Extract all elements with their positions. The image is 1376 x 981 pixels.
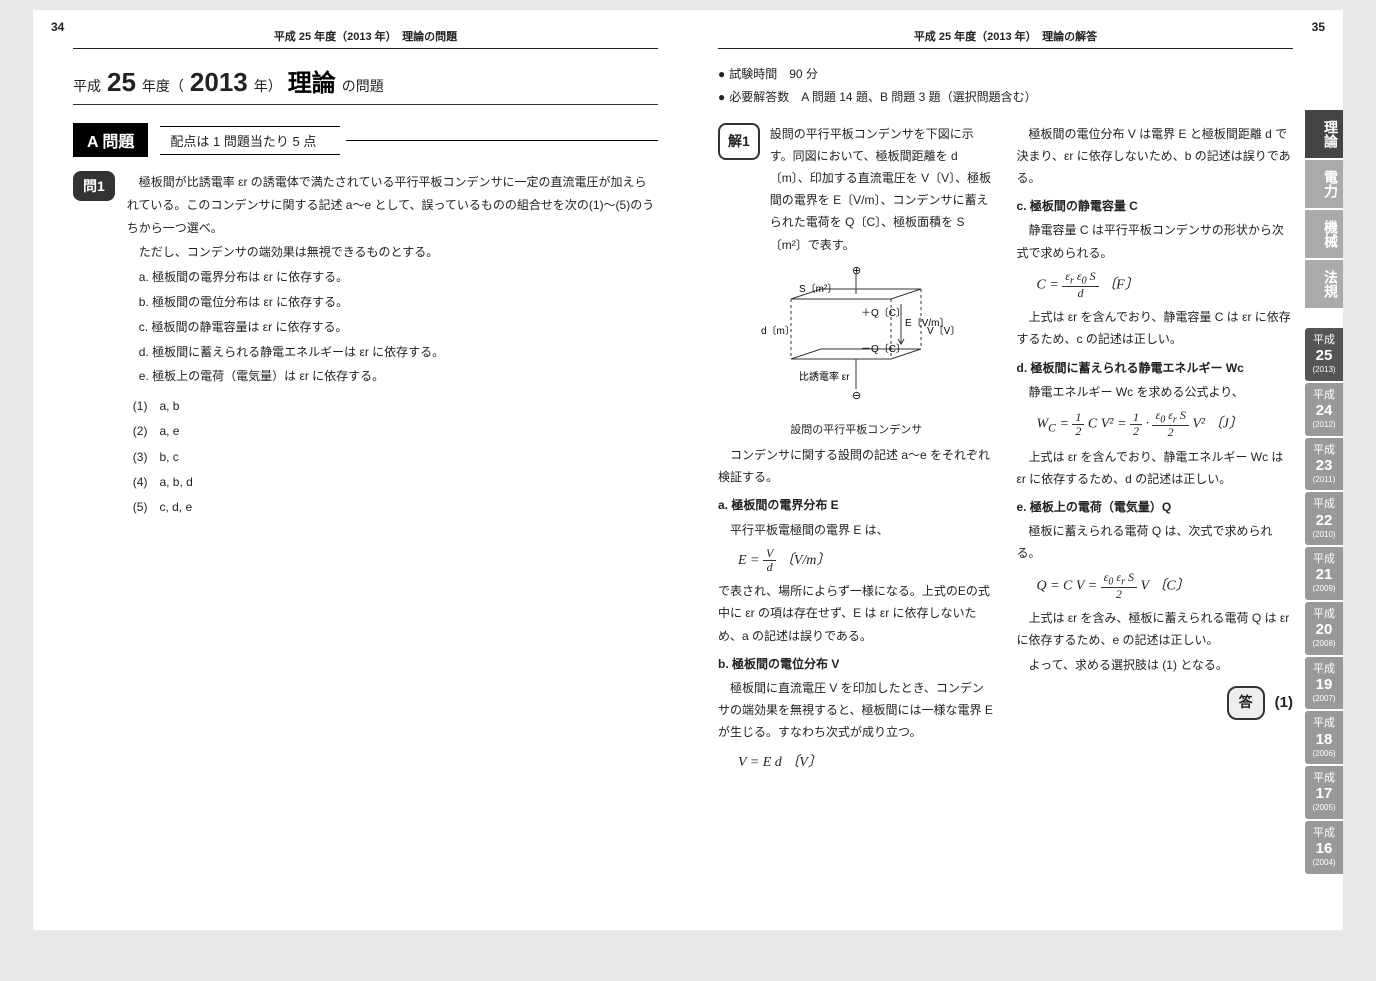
title-bar: 平成 25 年度（ 2013 年） 理論 の問題 xyxy=(73,63,658,105)
ans1-pb: 極板間に直流電圧 V を印加したとき、コンデンサの端効果を無視すると、極板間には… xyxy=(718,677,995,744)
answer-columns: 解1 設問の平行平板コンデンサを下図に示す。同図において、極板間距離を d〔m〕… xyxy=(718,123,1293,782)
page-number-right: 35 xyxy=(1312,20,1325,34)
ansR-pc2: 上式は εr を含んでおり、静電容量 C は εr に依存するため、c の記述は… xyxy=(1017,306,1294,350)
final-answer-label: 答 xyxy=(1227,686,1265,720)
q1-lead-1: 極板間が比誘電率 εr の誘電体で満たされている平行平板コンデンサに一定の直流電… xyxy=(127,171,658,239)
diag-d: d〔m〕 xyxy=(761,325,795,337)
q1-choice-4: (4) a, b, d xyxy=(133,470,658,495)
diag-er: 比誘電率 εr xyxy=(799,370,850,383)
running-head-right: 平成 25 年度（2013 年） 理論の解答 xyxy=(718,28,1293,49)
eq-W: WC = 12 C V² = 12 · ε0 εr S2 V² 〔J〕 xyxy=(1037,409,1294,440)
final-answer: 答 (1) xyxy=(1017,686,1294,720)
q1-body: 極板間が比誘電率 εr の誘電体で満たされている平行平板コンデンサに一定の直流電… xyxy=(127,171,658,520)
answer-1-header: 解1 設問の平行平板コンデンサを下図に示す。同図において、極板間距離を d〔m〕… xyxy=(718,123,995,258)
tab-year-23[interactable]: 平成23(2011) xyxy=(1305,438,1343,491)
eq-E: E = Vd 〔V/m〕 xyxy=(738,547,995,574)
tab-subject-kikai[interactable]: 機械 xyxy=(1305,210,1343,258)
ansR-p1: 極板間の電位分布 V は電界 E と極板間距離 d で決まり、εr に依存しない… xyxy=(1017,123,1294,190)
ansR-pd: 静電エネルギー Wc を求める公式より、 xyxy=(1017,381,1294,403)
q1-choice-2: (2) a, e xyxy=(133,419,658,444)
title-subject: 理論 xyxy=(288,63,336,98)
answer-col-right: 極板間の電位分布 V は電界 E と極板間距離 d で決まり、εr に依存しない… xyxy=(1017,123,1294,782)
ans1-pa2: で表され、場所によらず一様になる。上式のEの式中に εr の項は存在せず、E は… xyxy=(718,580,995,647)
page-spread: 34 平成 25 年度（2013 年） 理論の問題 平成 25 年度（ 2013… xyxy=(33,10,1343,930)
question-1: 問1 極板間が比誘電率 εr の誘電体で満たされている平行平板コンデンサに一定の… xyxy=(73,171,658,520)
ansR-pe: 極板に蓄えられる電荷 Q は、次式で求められる。 xyxy=(1017,520,1294,564)
side-tabs: 理論 電力 機械 法規 平成25(2013) 平成24(2012) 平成23(2… xyxy=(1305,110,1343,876)
tab-year-16[interactable]: 平成16(2004) xyxy=(1305,821,1343,874)
tab-subject-riron[interactable]: 理論 xyxy=(1305,110,1343,158)
ansR-pe2: 上式は εr を含み、極板に蓄えられる電荷 Q は εr に依存するため、e の… xyxy=(1017,607,1294,651)
title-suffix: の問題 xyxy=(342,76,384,96)
running-head-left: 平成 25 年度（2013 年） 理論の問題 xyxy=(73,28,658,49)
ansR-he: e. 極板上の電荷（電気量）Q xyxy=(1017,496,1294,518)
ans1-p1: 設問の平行平板コンデンサを下図に示す。同図において、極板間距離を d〔m〕、印加… xyxy=(770,123,995,256)
tab-year-24[interactable]: 平成24(2012) xyxy=(1305,383,1343,436)
ans1-ha: a. 極板間の電界分布 E xyxy=(718,494,995,516)
q1-item-d: d. 極板間に蓄えられる静電エネルギーは εr に依存する。 xyxy=(127,341,658,364)
title-mid: 年度（ xyxy=(142,76,184,96)
diag-Qm: －Q〔C〕 xyxy=(861,343,906,355)
title-paren-year: 2013 xyxy=(190,67,248,98)
ansR-hc: c. 極板間の静電容量 C xyxy=(1017,195,1294,217)
answer-col-left: 解1 設問の平行平板コンデンサを下図に示す。同図において、極板間距離を d〔m〕… xyxy=(718,123,995,782)
ans1-p2: コンデンサに関する設問の記述 a～e をそれぞれ検証する。 xyxy=(718,444,995,488)
title-post: 年） xyxy=(254,76,282,96)
ansR-pd2: 上式は εr を含んでおり、静電エネルギー Wc は εr に依存するため、d … xyxy=(1017,446,1294,490)
tab-subject-houki[interactable]: 法規 xyxy=(1305,260,1343,308)
q1-item-e: e. 極板上の電荷（電気量）は εr に依存する。 xyxy=(127,365,658,388)
eq-Q: Q = C V = ε0 εr S2 V 〔C〕 xyxy=(1037,571,1294,602)
capacitor-diagram: S〔m²〕 ＋Q〔C〕 －Q〔C〕 E〔V/m〕 V〔V〕 d〔m〕 比誘電率 … xyxy=(751,264,961,414)
q1-badge: 問1 xyxy=(73,171,115,201)
ansR-pf: よって、求める選択肢は (1) となる。 xyxy=(1017,654,1294,676)
title-year: 25 xyxy=(107,67,136,98)
section-rule xyxy=(346,140,658,141)
q1-choices: (1) a, b (2) a, e (3) b, c (4) a, b, d (… xyxy=(133,394,658,520)
section-a-bar: A 問題 配点は 1 問題当たり 5 点 xyxy=(73,123,658,157)
q1-choice-3: (3) b, c xyxy=(133,445,658,470)
tab-year-22[interactable]: 平成22(2010) xyxy=(1305,492,1343,545)
tab-year-18[interactable]: 平成18(2006) xyxy=(1305,711,1343,764)
diag-plus: ⊕ xyxy=(852,265,861,277)
q1-lead-2: ただし、コンデンサの端効果は無視できるものとする。 xyxy=(127,241,658,264)
ans1-hb: b. 極板間の電位分布 V xyxy=(718,653,995,675)
diag-S: S〔m²〕 xyxy=(799,283,837,295)
right-page: 35 平成 25 年度（2013 年） 理論の解答 試験時間 90 分 必要解答… xyxy=(688,10,1343,930)
left-page: 34 平成 25 年度（2013 年） 理論の問題 平成 25 年度（ 2013… xyxy=(33,10,688,930)
q1-item-b: b. 極板間の電位分布は εr に依存する。 xyxy=(127,291,658,314)
q1-choice-1: (1) a, b xyxy=(133,394,658,419)
eq-C: C = εr ε0 Sd 〔F〕 xyxy=(1037,270,1294,301)
ansR-hd: d. 極板間に蓄えられる静電エネルギー Wc xyxy=(1017,357,1294,379)
diag-minus: ⊖ xyxy=(852,390,861,402)
q1-choice-5: (5) c, d, e xyxy=(133,495,658,520)
page-number-left: 34 xyxy=(51,20,64,34)
title-era: 平成 xyxy=(73,76,101,96)
diagram-caption: 設問の平行平板コンデンサ xyxy=(718,420,995,440)
q1-item-a: a. 極板間の電界分布は εr に依存する。 xyxy=(127,266,658,289)
ans1-pa: 平行平板電極間の電界 E は、 xyxy=(718,519,995,541)
diag-V: V〔V〕 xyxy=(927,325,960,337)
section-a-sub: 配点は 1 問題当たり 5 点 xyxy=(160,126,340,155)
diag-Qp: ＋Q〔C〕 xyxy=(861,307,906,319)
tab-year-25[interactable]: 平成25(2013) xyxy=(1305,328,1343,381)
section-a-badge: A 問題 xyxy=(73,123,148,157)
eq-V: V = E d 〔V〕 xyxy=(738,750,995,776)
tab-subject-denryoku[interactable]: 電力 xyxy=(1305,160,1343,208)
meta-time: 試験時間 90 分 xyxy=(718,63,1293,86)
ansR-pc: 静電容量 C は平行平板コンデンサの形状から次式で求められる。 xyxy=(1017,219,1294,263)
tab-year-17[interactable]: 平成17(2005) xyxy=(1305,766,1343,819)
ans1-badge: 解1 xyxy=(718,123,760,161)
q1-item-c: c. 極板間の静電容量は εr に依存する。 xyxy=(127,316,658,339)
tab-year-21[interactable]: 平成21(2009) xyxy=(1305,547,1343,600)
tab-year-19[interactable]: 平成19(2007) xyxy=(1305,657,1343,710)
tab-year-20[interactable]: 平成20(2008) xyxy=(1305,602,1343,655)
exam-meta: 試験時間 90 分 必要解答数 A 問題 14 題、B 問題 3 題（選択問題含… xyxy=(718,63,1293,109)
final-answer-value: (1) xyxy=(1275,689,1293,717)
meta-count: 必要解答数 A 問題 14 題、B 問題 3 題（選択問題含む） xyxy=(718,86,1293,109)
